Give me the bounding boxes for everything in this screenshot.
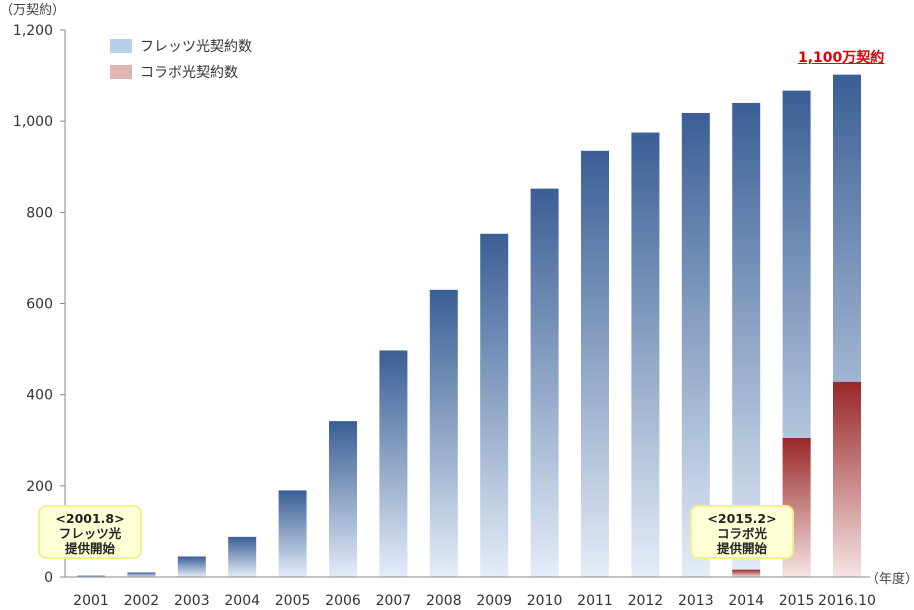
flets-launch-note: <2001.8> フレッツ光 提供開始	[38, 505, 142, 559]
x-tick-label: 2006	[325, 593, 361, 609]
x-tick-label: 2005	[275, 593, 311, 609]
x-tick-label: 2002	[124, 593, 160, 609]
legend-swatch-flets	[110, 39, 132, 53]
collabo-launch-service: コラボ光	[716, 526, 767, 541]
bar-flets	[732, 102, 761, 577]
bar-flets	[581, 150, 609, 577]
bar-flets	[278, 490, 307, 577]
bar-flets	[480, 233, 509, 577]
y-tick-label: 600	[26, 297, 53, 313]
y-tick-label: 1,200	[13, 23, 53, 39]
bar-flets	[127, 572, 156, 577]
y-tick-label: 1,000	[13, 114, 53, 130]
x-tick-label: 2016.10	[818, 593, 876, 609]
legend-swatch-collabo	[110, 65, 132, 79]
bar-flets	[329, 421, 357, 577]
flets-launch-date: <2001.8>	[55, 511, 125, 526]
bar-collabo	[833, 381, 861, 577]
bar-collabo	[732, 569, 761, 577]
x-tick-label: 2010	[527, 593, 563, 609]
collabo-launch-date: <2015.2>	[707, 511, 777, 526]
x-tick-label: 2013	[678, 593, 714, 609]
bar-flets	[631, 132, 660, 577]
y-axis-unit-label: （万契約）	[0, 3, 66, 18]
collabo-launch-text: 提供開始	[716, 541, 767, 556]
x-tick-label: 2007	[376, 593, 412, 609]
legend-label-flets: フレッツ光契約数	[140, 39, 252, 55]
series-flets-bars	[77, 74, 861, 578]
collabo-launch-note: <2015.2> コラボ光 提供開始	[690, 505, 794, 559]
x-tick-label: 2015	[779, 593, 815, 609]
x-tick-label: 2004	[224, 593, 260, 609]
bar-flets	[530, 188, 559, 577]
legend-label-collabo: コラボ光契約数	[140, 65, 238, 81]
bar-flets	[681, 112, 710, 577]
flets-launch-text: 提供開始	[64, 541, 115, 556]
legend-item-flets: フレッツ光契約数	[110, 36, 252, 56]
x-axis: 2001 2002 2003 2004 2005 2006 2007 2008 2009 2010…	[65, 576, 876, 609]
y-tick-label: 400	[26, 388, 53, 404]
bar-flets	[228, 536, 257, 577]
x-tick-label: 2011	[577, 593, 613, 609]
x-tick-label: 2003	[174, 593, 210, 609]
x-axis-unit-label: （年度）	[866, 572, 914, 587]
flets-launch-service: フレッツ光	[58, 526, 122, 541]
x-tick-label: 2014	[728, 593, 764, 609]
y-tick-label: 0	[44, 570, 53, 586]
bar-flets	[379, 350, 408, 577]
legend-item-collabo: コラボ光契約数	[110, 62, 238, 82]
y-tick-label: 200	[26, 479, 53, 495]
bar-flets	[429, 289, 458, 577]
bar-flets	[77, 575, 105, 577]
total-contracts-callout: 1,100万契約	[798, 50, 885, 66]
x-tick-label: 2001	[73, 593, 109, 609]
x-tick-label: 2012	[628, 593, 664, 609]
x-tick-label: 2008	[426, 593, 462, 609]
y-tick-label: 800	[26, 205, 53, 221]
bar-flets	[177, 556, 206, 577]
y-axis: 0 200 400 600 800 1,000 1,200	[13, 23, 66, 586]
x-tick-label: 2009	[476, 593, 512, 609]
